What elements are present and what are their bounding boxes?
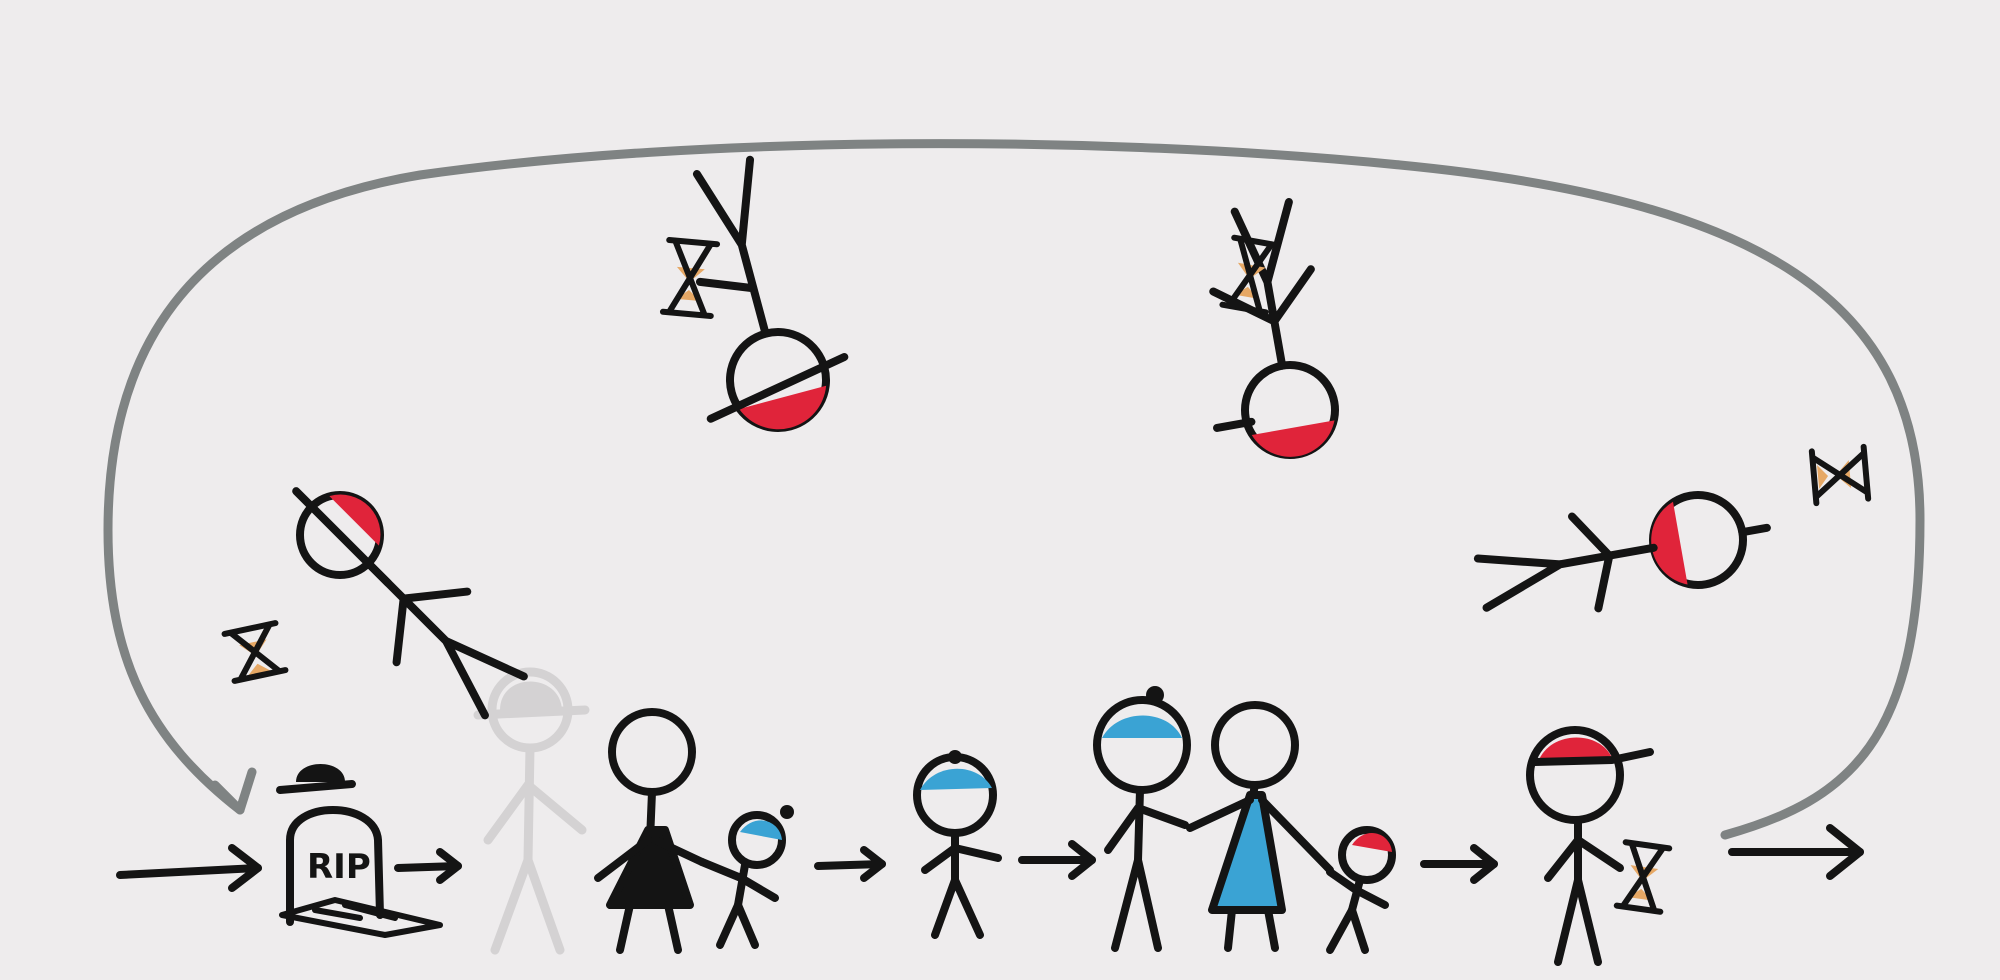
floating-soul-left (221, 487, 528, 720)
child-figure-red-cap (1326, 826, 1396, 954)
mother-figure-blue-dress (1186, 701, 1334, 952)
baby-figure-blue-hat (698, 805, 794, 949)
hourglass-icon (659, 237, 721, 319)
arrow-after-family-icon (1420, 844, 1498, 884)
ghost-figure (473, 667, 590, 955)
cycle-loop-arrow (103, 139, 1925, 840)
arrow-after-boy-icon (1018, 840, 1096, 880)
man-figure-red-cap (1526, 726, 1673, 966)
floating-soul-right (1473, 443, 1872, 613)
bowler-hat-icon (276, 764, 356, 794)
arrow-into-tombstone-icon (116, 844, 262, 892)
arrow-after-tombstone-icon (394, 848, 462, 884)
hourglass-icon (1219, 234, 1281, 316)
tombstone-inscription: RIP (307, 847, 371, 887)
father-figure-blue-hat (1093, 686, 1191, 952)
hourglass-icon (1808, 443, 1872, 507)
boy-figure-blue-hat (913, 750, 1002, 939)
arrow-after-mother-icon (814, 846, 886, 882)
hourglass-icon (1613, 839, 1673, 915)
mother-figure (594, 708, 706, 954)
floating-soul-top-right (1209, 198, 1339, 459)
tombstone: RIP (276, 764, 443, 938)
hourglass-icon (221, 620, 289, 684)
floating-soul-top-left (659, 155, 849, 432)
arrow-exit-icon (1728, 824, 1864, 880)
